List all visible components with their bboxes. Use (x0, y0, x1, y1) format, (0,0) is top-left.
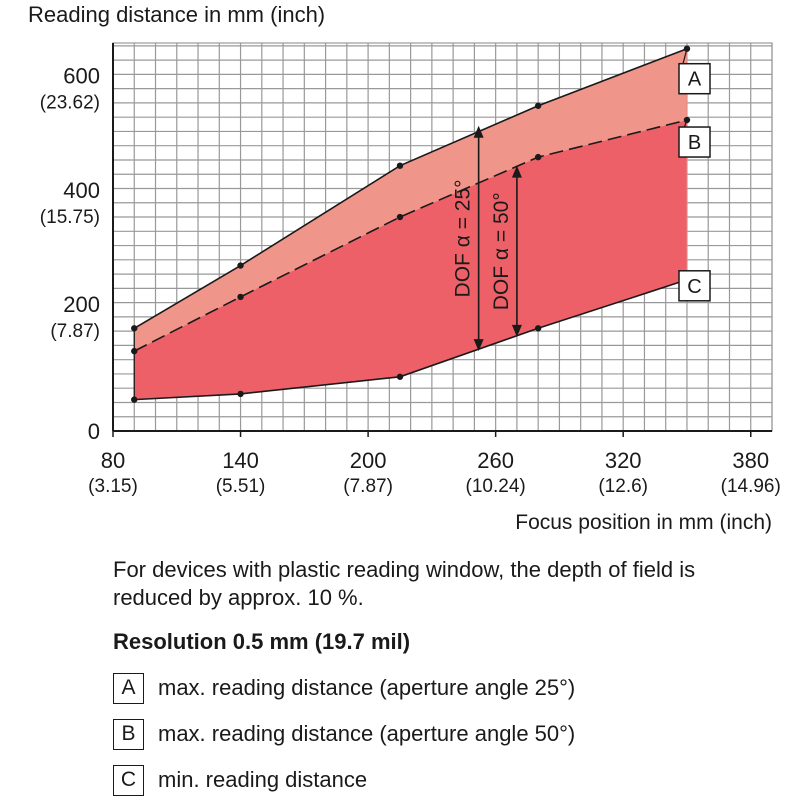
reading-distance-chart: Reading distance in mm (inch) Focus posi… (28, 2, 781, 534)
legend-item-b: B max. reading distance (aperture angle … (113, 717, 575, 751)
y-tick-label-inch: (15.75) (40, 207, 100, 228)
x-tick-label: 380 (732, 448, 769, 473)
callout-label-c: C (687, 276, 701, 298)
dof-label: DOF α = 25° (452, 179, 475, 297)
band-b-to-c (134, 120, 687, 400)
series-callouts: A B C (678, 48, 711, 302)
legend-label-a: max. reading distance (aperture angle 25… (158, 675, 576, 700)
data-point-c (396, 373, 404, 380)
y-tick-label: 200 (63, 292, 100, 317)
data-point-b (534, 153, 542, 161)
legend-item-c: C min. reading distance (113, 763, 367, 797)
plot-axes (112, 43, 772, 432)
x-tick-label-inch: (12.6) (598, 476, 648, 497)
data-point-b (237, 293, 244, 301)
x-tick-label-inch: (14.96) (721, 476, 781, 497)
plastic-window-note: For devices with plastic reading window,… (113, 557, 696, 610)
x-axis-title: Focus position in mm (inch) (515, 511, 772, 534)
band-a-to-b (134, 48, 687, 352)
series-points (131, 45, 691, 403)
x-tick-label: 140 (222, 448, 259, 473)
resolution-title: Resolution 0.5 mm (19.7 mil) (113, 629, 411, 654)
tick-labels: 80 (3.15) 140 (5.51) 200 (7.87) 260 (10.24) 320 (… (40, 64, 781, 497)
x-tick-label-inch: (7.87) (343, 476, 393, 497)
legend-key-c: C (113, 764, 144, 796)
legend-key-a: A (113, 672, 144, 704)
x-tick-label: 260 (477, 448, 514, 473)
legend-label-c: min. reading distance (158, 767, 368, 792)
y-tick-label-inch: (23.62) (40, 93, 100, 114)
y-tick-label: 600 (63, 64, 100, 89)
data-point-a (534, 102, 542, 109)
reading-area-bands (133, 48, 688, 400)
dof-arrow-head-bottom (473, 339, 484, 352)
y-tick-label: 400 (63, 178, 100, 203)
dof-arrow-head-top (473, 125, 484, 138)
dof-arrow-head-bottom (511, 324, 522, 337)
callout-box-b (678, 126, 711, 158)
x-tick-label-inch: (5.51) (216, 476, 266, 497)
callout-label-a: A (688, 69, 702, 91)
data-point-c (534, 325, 542, 332)
data-point-b (131, 347, 138, 355)
data-point-c (131, 396, 138, 403)
x-tick-label-inch: (3.15) (88, 476, 138, 497)
y-tick-label: 0 (88, 419, 100, 444)
legend-item-a: A max. reading distance (aperture angle … (113, 671, 575, 705)
callout-box-c (678, 270, 711, 302)
x-tick-label: 320 (605, 448, 642, 473)
data-point-a (396, 162, 404, 169)
y-axis-title: Reading distance in mm (inch) (28, 2, 325, 27)
data-point-a (131, 325, 138, 332)
callout-box-a (678, 62, 711, 95)
x-tick-label-inch: (10.24) (466, 476, 526, 497)
data-point-a (237, 262, 244, 269)
dof-annotations: DOF α = 25° DOF α = 50° (452, 125, 522, 352)
callout-label-b: B (688, 132, 701, 154)
legend-key-b: B (113, 718, 144, 750)
data-point-c (237, 390, 244, 398)
x-tick-label: 200 (350, 448, 387, 473)
y-tick-label-inch: (7.87) (50, 321, 100, 342)
dof-arrow-head-top (511, 165, 522, 178)
x-tick-label: 80 (101, 448, 125, 473)
dof-label: DOF α = 50° (490, 192, 513, 310)
data-point-b (396, 213, 404, 221)
legend-label-b: max. reading distance (aperture angle 50… (158, 721, 576, 746)
